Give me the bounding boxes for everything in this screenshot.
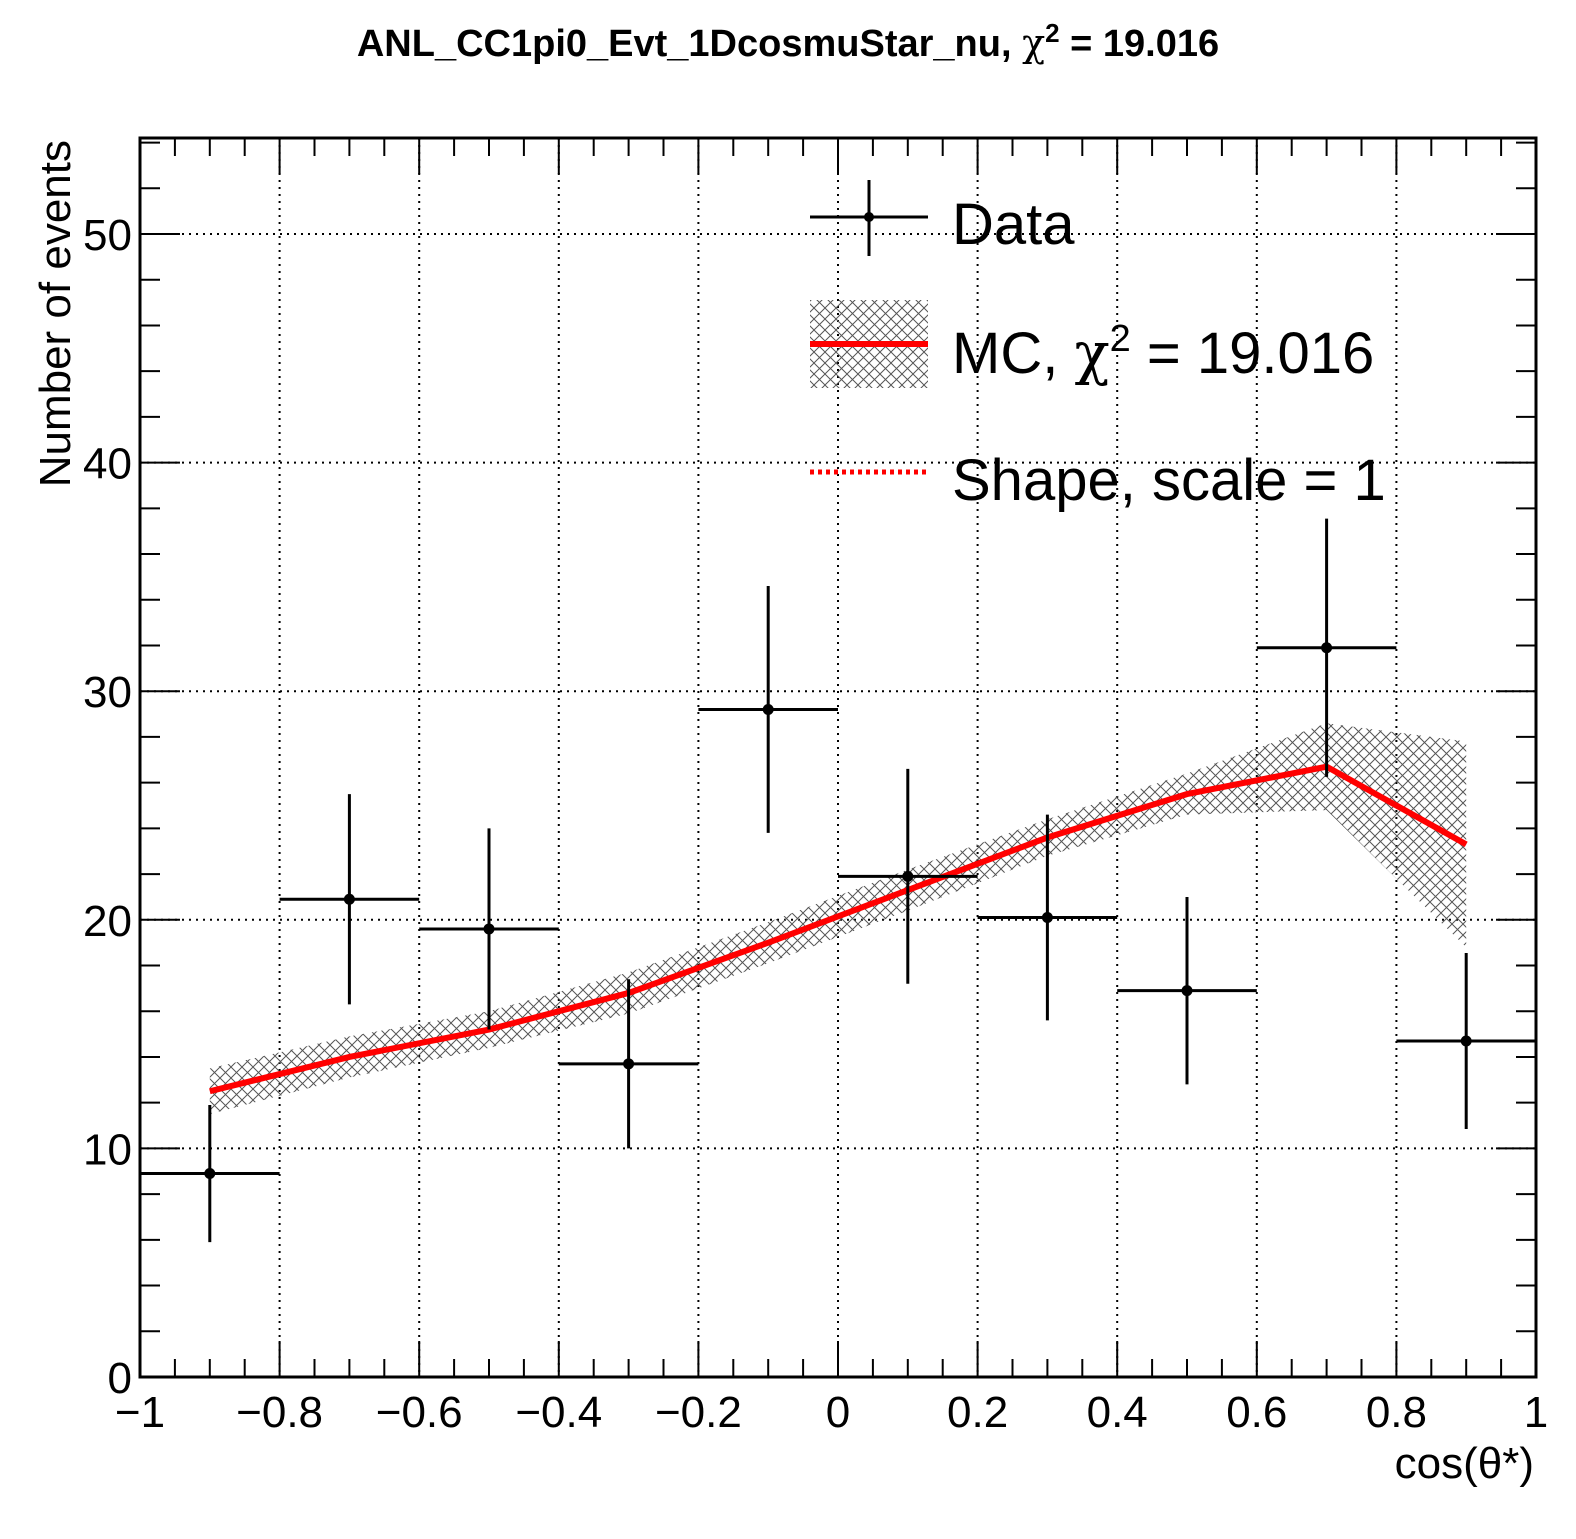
x-tick-label: 0.6 xyxy=(1226,1388,1287,1437)
data-point xyxy=(762,703,774,715)
data-point xyxy=(623,1058,635,1070)
y-tick-label: 50 xyxy=(83,211,132,260)
legend-entry-data: Data xyxy=(810,180,1075,257)
mc-line xyxy=(209,763,1468,1095)
x-tick-label: −1 xyxy=(115,1388,165,1437)
legend-data-marker xyxy=(864,212,874,222)
chart-title: ANL_CC1pi0_Evt_1DcosmuStar_nu, χ2 = 19.0… xyxy=(357,18,1219,65)
data-point xyxy=(1181,985,1193,997)
x-axis-label: cos(θ*) xyxy=(1395,1439,1534,1488)
y-tick-label: 40 xyxy=(83,440,132,489)
mc-line-layer xyxy=(209,763,1468,1095)
legend-shape-label: Shape, scale = 1 xyxy=(952,448,1386,513)
data-point xyxy=(902,870,914,882)
y-tick-label: 0 xyxy=(108,1354,132,1403)
data-point xyxy=(1041,912,1053,924)
y-axis-label: Number of events xyxy=(31,140,80,487)
data-point xyxy=(1321,642,1333,654)
data-point xyxy=(483,923,495,935)
legend-entry-shape: Shape, scale = 1 xyxy=(810,448,1386,513)
x-tick-label: −0.6 xyxy=(376,1388,463,1437)
x-tick-label: −0.8 xyxy=(236,1388,323,1437)
y-tick-label: 30 xyxy=(83,668,132,717)
x-tick-label: 0 xyxy=(826,1388,850,1437)
x-tick-label: 0.4 xyxy=(1087,1388,1148,1437)
x-tick-label: 1 xyxy=(1524,1388,1548,1437)
legend: Data MC, χ2 = 19.016 Shape, scale = 1 xyxy=(810,180,1386,513)
x-tick-label: 0.2 xyxy=(947,1388,1008,1437)
y-tick-label: 20 xyxy=(83,897,132,946)
axis-tick-labels: −1 −0.8 −0.6 −0.4 −0.2 0 0.2 0.4 0.6 0.8 101020304… xyxy=(83,211,1548,1437)
x-tick-label: −0.4 xyxy=(515,1388,602,1437)
y-tick-label: 10 xyxy=(83,1125,132,1174)
legend-mc-label: MC, χ2 = 19.016 xyxy=(952,318,1374,387)
legend-entry-mc: MC, χ2 = 19.016 xyxy=(810,300,1374,388)
data-point xyxy=(343,893,355,905)
x-tick-label: −0.2 xyxy=(655,1388,742,1437)
grid-lines xyxy=(140,138,1536,1377)
data-points-layer xyxy=(140,518,1536,1243)
data-point xyxy=(1460,1035,1472,1047)
legend-data-label: Data xyxy=(952,192,1075,257)
x-tick-label: 0.8 xyxy=(1366,1388,1427,1437)
axis-ticks xyxy=(139,138,1537,1378)
data-point xyxy=(204,1168,216,1180)
